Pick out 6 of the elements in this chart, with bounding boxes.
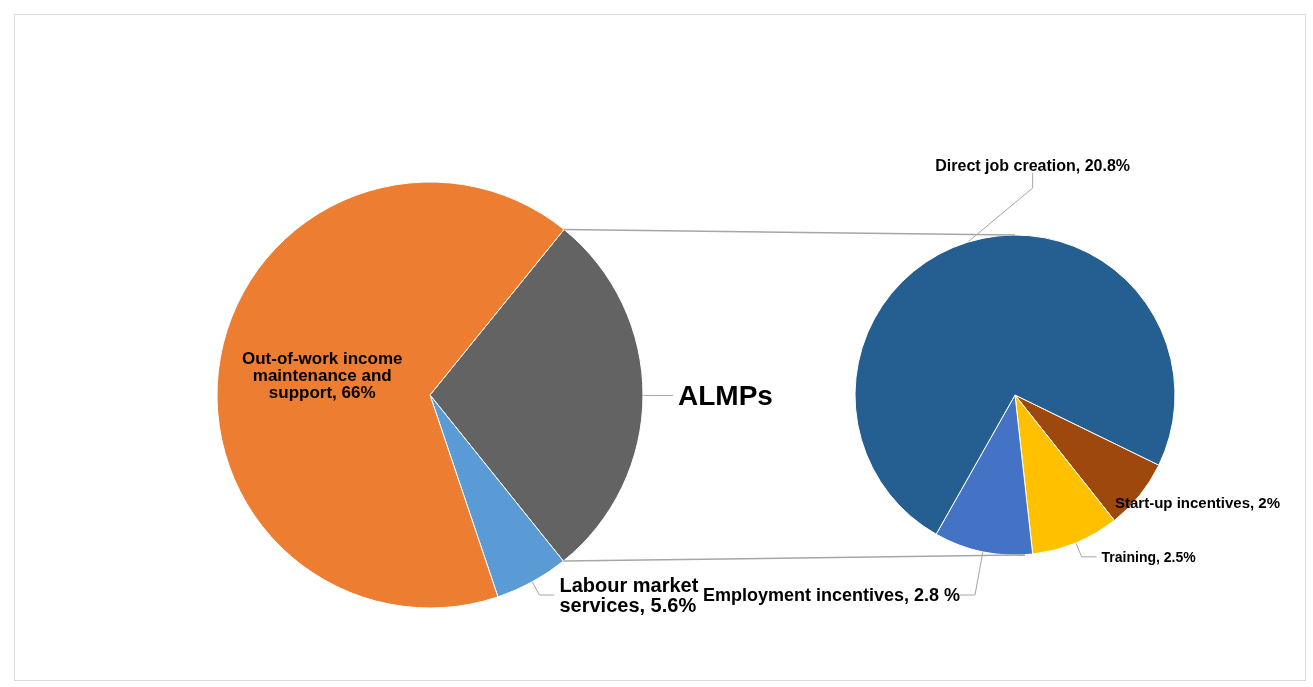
slice-label: Out-of-work income maintenance and support, 66%	[241, 349, 403, 403]
slice-label: Employment incentives, 2.8 %	[702, 585, 960, 605]
slice-label: Direct job creation, 20.8%	[935, 156, 1130, 174]
slice-label: ALMPs	[678, 379, 773, 411]
slice-label: Labour market services, 5.6%	[559, 574, 699, 617]
slice-label: Training, 2.5%	[1101, 548, 1197, 565]
